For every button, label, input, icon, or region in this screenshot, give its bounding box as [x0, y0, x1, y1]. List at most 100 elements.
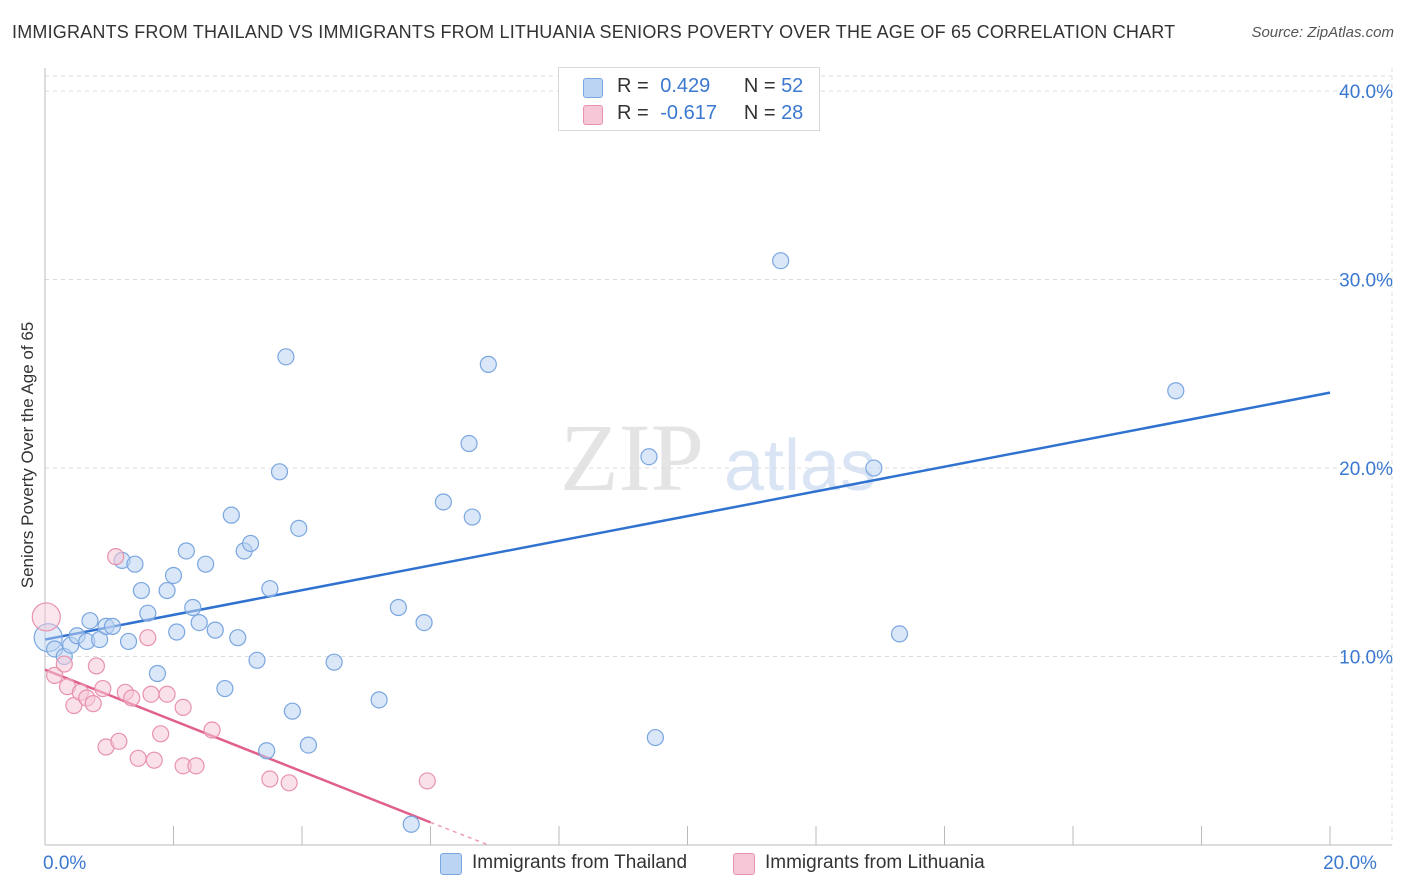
lithuania-n-label: N = [743, 102, 776, 124]
lithuania-point [123, 689, 141, 707]
lithuania-r-label: R = [617, 102, 649, 124]
thailand-point [460, 434, 478, 453]
lithuania-point [187, 757, 205, 775]
data-points [31, 252, 1185, 833]
thailand-point [139, 604, 157, 622]
thailand-n-label: N = [743, 75, 776, 97]
thailand-point [890, 625, 909, 643]
x-tick-label: 20.0% [1323, 853, 1377, 874]
lithuania-point [55, 655, 73, 673]
lithuania-point [110, 732, 128, 750]
lithuania-point [84, 695, 102, 713]
thailand-swatch [583, 78, 603, 98]
y-tick-label: 30.0% [1339, 271, 1393, 292]
thailand-point [463, 508, 481, 526]
lithuania-swatch [583, 105, 603, 125]
thailand-point [164, 566, 183, 585]
lithuania-point [87, 657, 106, 675]
thailand-point [229, 629, 247, 647]
lithuania-legend-label: Immigrants from Lithuania [765, 852, 985, 873]
lithuania-point [203, 721, 221, 739]
lithuania-point [261, 770, 279, 788]
tick-labels: 10.0% 20.0% 30.0% 40.0% 0.0% 20.0% [43, 82, 1393, 874]
thailand-point [290, 519, 308, 537]
thailand-point [258, 742, 276, 760]
thailand-point [119, 632, 138, 651]
lithuania-trend-extension [430, 821, 489, 846]
lithuania-n-value: 28 [781, 102, 804, 124]
grid-lines [45, 68, 1393, 845]
thailand-point [261, 580, 279, 598]
axes [44, 68, 1392, 846]
chart-title: IMMIGRANTS FROM THAILAND VS IMMIGRANTS F… [12, 22, 1176, 42]
thailand-point [81, 612, 99, 630]
thailand-point [299, 736, 318, 754]
thailand-point [216, 679, 234, 698]
thailand-point [132, 581, 150, 600]
thailand-point [434, 493, 452, 511]
thailand-legend-label: Immigrants from Thailand [472, 852, 688, 873]
y-tick-label: 20.0% [1339, 459, 1393, 480]
thailand-point [222, 506, 240, 524]
y-tick-label: 10.0% [1339, 648, 1393, 669]
thailand-point [402, 815, 420, 833]
thailand-trend-line [44, 391, 1331, 641]
thailand-point [415, 613, 433, 632]
lithuania-point [94, 679, 112, 698]
thailand-point [148, 664, 167, 683]
thailand-point [277, 348, 295, 366]
watermark-zip-text: ZIP [560, 404, 704, 511]
thailand-point [270, 463, 289, 481]
thailand-point [640, 448, 658, 466]
thailand-point [242, 534, 260, 553]
trend-lines [44, 391, 1331, 846]
thailand-point [168, 623, 186, 641]
thailand-legend-swatch [440, 853, 462, 875]
thailand-point [103, 617, 122, 635]
lithuania-point [46, 666, 64, 684]
lithuania-legend-swatch [733, 853, 755, 875]
thailand-point [197, 555, 215, 573]
lithuania-point [280, 774, 298, 792]
lithuania-point [129, 749, 147, 767]
lithuania-point [107, 548, 125, 566]
thailand-point [325, 653, 343, 671]
thailand-point [370, 691, 388, 709]
thailand-point [389, 598, 407, 617]
lithuania-point [139, 629, 157, 647]
lithuania-point [31, 602, 61, 632]
thailand-r-value: 0.429 [660, 75, 711, 97]
lithuania-r-value: -0.617 [660, 102, 717, 124]
thailand-point [772, 252, 790, 270]
correlation-legend: R = 0.429 N = 52 R = -0.617 N = 28 [558, 67, 820, 131]
y-tick-label: 40.0% [1339, 82, 1393, 103]
thailand-point [865, 459, 883, 477]
lithuania-point [174, 698, 192, 717]
thailand-point [177, 542, 195, 560]
x-tick-label: 0.0% [43, 853, 86, 874]
thailand-point [646, 728, 664, 747]
thailand-point [190, 613, 208, 632]
lithuania-point [142, 685, 160, 703]
lithuania-point [158, 685, 176, 703]
lithuania-trend-line [44, 668, 431, 824]
thailand-point [479, 355, 497, 373]
thailand-point [206, 621, 224, 639]
thailand-r-label: R = [617, 75, 649, 97]
thailand-point [158, 581, 176, 600]
thailand-point [1167, 382, 1185, 400]
lithuania-stats: R = -0.617 N = 28 [617, 102, 803, 125]
thailand-n-value: 52 [781, 75, 804, 97]
watermark-atlas-text: atlas [724, 426, 876, 506]
thailand-point [283, 702, 301, 720]
thailand-point [126, 555, 144, 573]
thailand-point [184, 598, 202, 617]
lithuania-point [418, 772, 436, 790]
thailand-stats: R = 0.429 N = 52 [617, 75, 803, 98]
thailand-point [248, 651, 266, 669]
lithuania-point [145, 751, 163, 769]
watermark: ZIP atlas [560, 404, 876, 511]
lithuania-point [152, 725, 170, 743]
source-label: Source: ZipAtlas.com [1251, 24, 1394, 41]
